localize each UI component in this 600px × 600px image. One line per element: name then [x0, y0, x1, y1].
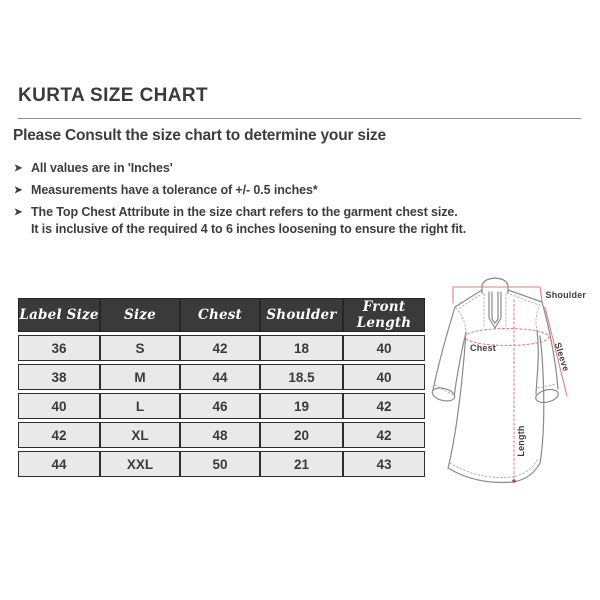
- size-cell: S: [100, 335, 180, 361]
- note-text: All values are in 'Inches': [31, 161, 173, 175]
- size-cell: 50: [180, 451, 260, 477]
- table-row: 38 M 44 18.5 40: [18, 364, 425, 390]
- left-cuff: [431, 387, 456, 402]
- note-text: The Top Chest Attribute in the size char…: [31, 205, 467, 236]
- body-right-edge: [539, 335, 545, 464]
- kurta-diagram: Shoulder Sleeve Chest Length: [431, 277, 586, 484]
- length-label: Length: [516, 425, 526, 456]
- right-shoulder-line: [507, 289, 543, 303]
- column-header: Chest: [180, 298, 260, 332]
- size-cell: 40: [343, 364, 425, 390]
- right-sleeve-inner: [535, 329, 539, 395]
- chest-label: Chest: [470, 343, 496, 353]
- collar-shape: [481, 277, 509, 294]
- subtitle: Please Consult the size chart to determi…: [13, 127, 386, 144]
- hem-seam: [449, 458, 539, 478]
- measure-lines: [452, 286, 568, 482]
- column-header: Front Length: [343, 298, 425, 332]
- chest-measure-ellipse: [464, 327, 550, 347]
- size-cell: 36: [18, 335, 100, 361]
- note-item: ➤ The Top Chest Attribute in the size cha…: [14, 204, 466, 238]
- size-cell: 21: [260, 451, 343, 477]
- note-text: Measurements have a tolerance of +/- 0.5…: [31, 183, 318, 197]
- table-row: 44 XXL 50 21 43: [18, 451, 425, 477]
- bullet-arrow-icon: ➤: [14, 185, 23, 196]
- sleeve-measure-line: [544, 306, 568, 397]
- size-cell: 46: [180, 393, 260, 419]
- length-end-dot: [512, 479, 516, 483]
- table-row: 42 XL 48 20 42: [18, 422, 425, 448]
- table-row: 36 S 42 18 40: [18, 335, 425, 361]
- size-cell: 38: [18, 364, 100, 390]
- left-sleeve-inner: [453, 331, 467, 398]
- right-sleeve-outer: [541, 301, 559, 390]
- size-cell: 48: [180, 422, 260, 448]
- left-shoulder-line: [454, 289, 483, 308]
- size-cell: 43: [343, 451, 425, 477]
- seam-lines: [434, 292, 556, 478]
- size-cell: 18.5: [260, 364, 343, 390]
- size-cell: 42: [343, 422, 425, 448]
- column-header: Size: [100, 298, 180, 332]
- right-cuff-seam: [537, 383, 556, 389]
- size-cell: L: [100, 393, 180, 419]
- size-cell: 42: [18, 422, 100, 448]
- shoulder-label: Shoulder: [546, 290, 587, 300]
- column-header: Shoulder: [260, 298, 343, 332]
- kurta-outline-lines: [431, 277, 559, 484]
- right-shoulder-seam: [506, 292, 540, 306]
- size-cell: 18: [260, 335, 343, 361]
- divider: [18, 118, 581, 119]
- bullet-arrow-icon: ➤: [14, 207, 23, 218]
- bullet-arrow-icon: ➤: [14, 163, 23, 174]
- table-row: 40 L 46 19 42: [18, 393, 425, 419]
- note-item: ➤ Measurements have a tolerance of +/- 0.…: [14, 182, 466, 199]
- placket-outer: [488, 291, 502, 329]
- hem-line: [447, 462, 541, 484]
- placket-inner: [491, 291, 499, 324]
- size-cell: 44: [180, 364, 260, 390]
- notes-list: ➤ All values are in 'Inches' ➤ Measurements…: [14, 160, 466, 243]
- shoulder-measure-line: [452, 286, 543, 304]
- size-cell: 40: [18, 393, 100, 419]
- note-item: ➤ All values are in 'Inches': [14, 160, 466, 177]
- right-cuff: [535, 388, 559, 404]
- left-cuff-seam: [434, 384, 454, 396]
- left-shoulder-seam: [457, 292, 484, 310]
- size-cell: XXL: [100, 451, 180, 477]
- size-cell: 42: [343, 393, 425, 419]
- left-armhole-seam: [455, 307, 467, 333]
- diagram-labels: Shoulder Sleeve Chest Length: [470, 290, 586, 457]
- header-row: Label Size Size Chest Shoulder Front Length: [18, 298, 425, 332]
- size-cell: 44: [18, 451, 100, 477]
- size-cell: XL: [100, 422, 180, 448]
- size-table: Label Size Size Chest Shoulder Front Length 3…: [18, 295, 425, 480]
- size-cell: 40: [343, 335, 425, 361]
- size-cell: 20: [260, 422, 343, 448]
- column-header: Label Size: [18, 298, 100, 332]
- size-cell: 19: [260, 393, 343, 419]
- left-sleeve-outer: [432, 306, 456, 391]
- page-title: KURTA SIZE CHART: [18, 85, 209, 106]
- size-cell: 42: [180, 335, 260, 361]
- size-cell: M: [100, 364, 180, 390]
- right-armhole-seam: [535, 303, 541, 331]
- body-left-edge: [447, 331, 467, 469]
